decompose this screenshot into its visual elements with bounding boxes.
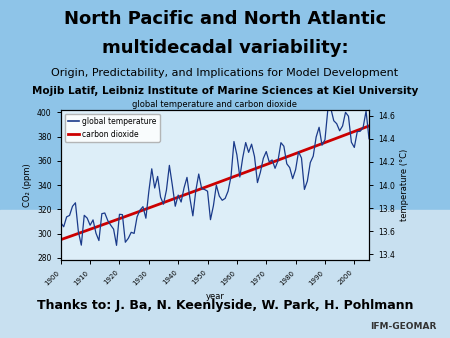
Title: global temperature and carbon dioxide: global temperature and carbon dioxide (132, 100, 297, 109)
X-axis label: year: year (206, 292, 224, 301)
Text: Thanks to: J. Ba, N. Keenlyside, W. Park, H. Pohlmann: Thanks to: J. Ba, N. Keenlyside, W. Park… (37, 299, 413, 312)
Text: Mojib Latif, Leibniz Institute of Marine Sciences at Kiel University: Mojib Latif, Leibniz Institute of Marine… (32, 86, 418, 96)
Text: North Pacific and North Atlantic: North Pacific and North Atlantic (64, 10, 386, 28)
Text: IFM-GEOMAR: IFM-GEOMAR (370, 322, 436, 331)
Y-axis label: CO₂ (ppm): CO₂ (ppm) (22, 163, 32, 207)
Y-axis label: temperature (°C): temperature (°C) (400, 149, 410, 221)
Bar (0, 210, 450, 338)
Text: Origin, Predictability, and Implications for Model Development: Origin, Predictability, and Implications… (51, 68, 399, 78)
Legend: global temperature, carbon dioxide: global temperature, carbon dioxide (64, 114, 160, 142)
Text: multidecadal variability:: multidecadal variability: (102, 39, 348, 57)
Bar (0, 0, 450, 210)
